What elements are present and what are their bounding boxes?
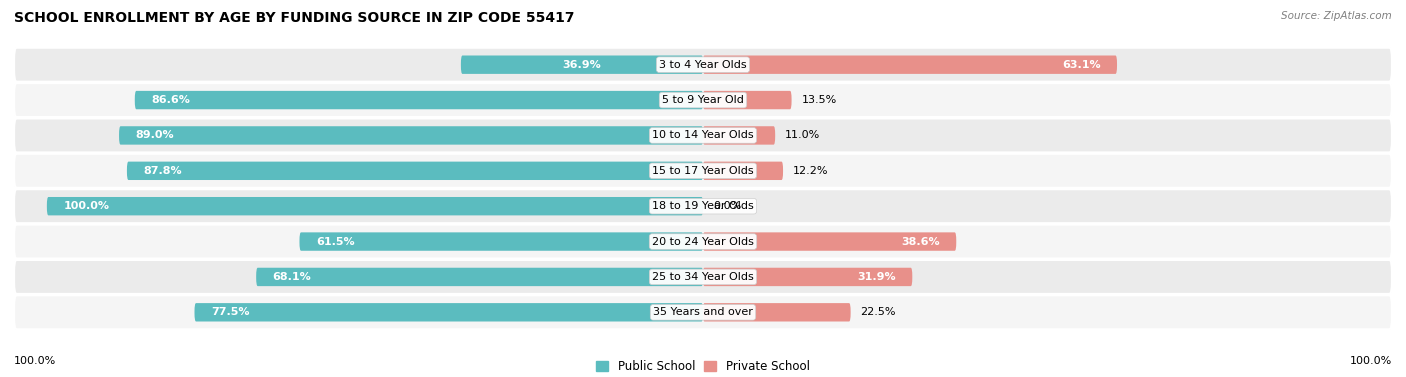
FancyBboxPatch shape [703,232,956,251]
Text: 100.0%: 100.0% [14,356,56,366]
FancyBboxPatch shape [703,55,1116,74]
Text: 68.1%: 68.1% [273,272,311,282]
FancyBboxPatch shape [14,48,1392,82]
Text: Source: ZipAtlas.com: Source: ZipAtlas.com [1281,11,1392,21]
Text: 63.1%: 63.1% [1062,60,1101,70]
Legend: Public School, Private School: Public School, Private School [592,355,814,377]
FancyBboxPatch shape [14,154,1392,188]
FancyBboxPatch shape [120,126,703,145]
Text: 0.0%: 0.0% [713,201,741,211]
FancyBboxPatch shape [256,268,703,286]
FancyBboxPatch shape [14,189,1392,223]
FancyBboxPatch shape [194,303,703,322]
FancyBboxPatch shape [14,83,1392,117]
FancyBboxPatch shape [127,162,703,180]
Text: 13.5%: 13.5% [801,95,837,105]
Text: 89.0%: 89.0% [135,130,174,141]
FancyBboxPatch shape [14,225,1392,259]
FancyBboxPatch shape [14,260,1392,294]
Text: 38.6%: 38.6% [901,236,939,247]
FancyBboxPatch shape [299,232,703,251]
FancyBboxPatch shape [703,303,851,322]
FancyBboxPatch shape [703,126,775,145]
FancyBboxPatch shape [14,295,1392,329]
Text: 100.0%: 100.0% [1350,356,1392,366]
Text: 20 to 24 Year Olds: 20 to 24 Year Olds [652,236,754,247]
Text: 3 to 4 Year Olds: 3 to 4 Year Olds [659,60,747,70]
Text: 87.8%: 87.8% [143,166,181,176]
Text: 12.2%: 12.2% [793,166,828,176]
Text: 18 to 19 Year Olds: 18 to 19 Year Olds [652,201,754,211]
Text: 10 to 14 Year Olds: 10 to 14 Year Olds [652,130,754,141]
Text: 35 Years and over: 35 Years and over [652,307,754,317]
FancyBboxPatch shape [703,91,792,109]
Text: 61.5%: 61.5% [316,236,354,247]
FancyBboxPatch shape [703,162,783,180]
Text: 25 to 34 Year Olds: 25 to 34 Year Olds [652,272,754,282]
Text: 11.0%: 11.0% [785,130,820,141]
Text: 22.5%: 22.5% [860,307,896,317]
FancyBboxPatch shape [135,91,703,109]
FancyBboxPatch shape [14,118,1392,152]
Text: 36.9%: 36.9% [562,60,602,70]
Text: 31.9%: 31.9% [858,272,896,282]
FancyBboxPatch shape [703,268,912,286]
FancyBboxPatch shape [461,55,703,74]
Text: SCHOOL ENROLLMENT BY AGE BY FUNDING SOURCE IN ZIP CODE 55417: SCHOOL ENROLLMENT BY AGE BY FUNDING SOUR… [14,11,575,25]
FancyBboxPatch shape [46,197,703,215]
Text: 77.5%: 77.5% [211,307,249,317]
Text: 15 to 17 Year Olds: 15 to 17 Year Olds [652,166,754,176]
Text: 100.0%: 100.0% [63,201,110,211]
Text: 5 to 9 Year Old: 5 to 9 Year Old [662,95,744,105]
Text: 86.6%: 86.6% [152,95,190,105]
